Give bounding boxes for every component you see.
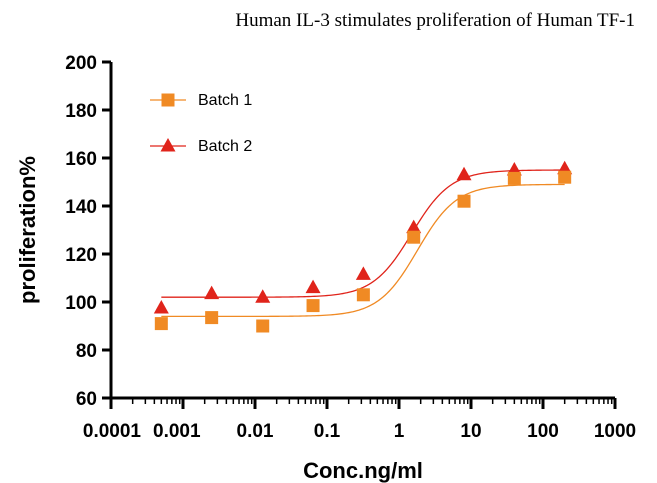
y-tick-label: 200 — [65, 53, 97, 74]
y-tick-label: 140 — [65, 197, 97, 218]
data-point-batch-1 — [507, 171, 521, 185]
x-tick-label: 0.01 — [237, 421, 274, 442]
legend: Batch 1 Batch 2 — [150, 92, 252, 155]
y-tick-label: 100 — [65, 293, 97, 314]
data-point-batch-1 — [407, 230, 421, 244]
data-point-batch-1 — [306, 299, 320, 313]
x-axis-title: Conc.ng/ml — [303, 458, 423, 483]
x-tick-label: 1 — [394, 421, 405, 442]
x-tick-label: 0.0001 — [83, 421, 142, 442]
legend-marker-batch-1 — [161, 93, 175, 107]
data-point-batch-1 — [356, 288, 370, 302]
chart-title: Human IL-3 stimulates proliferation of H… — [235, 10, 635, 31]
x-tick-label: 0.001 — [153, 421, 201, 442]
data-point-batch-2 — [153, 300, 169, 314]
y-tick-label: 120 — [65, 245, 97, 266]
legend-label: Batch 1 — [198, 92, 252, 109]
x-tick-label: 1000 — [594, 421, 636, 442]
data-point-batch-2 — [406, 219, 422, 234]
fit-curve-batch-1 — [161, 183, 565, 318]
data-point-batch-2 — [456, 166, 472, 181]
data-point-batch-2 — [255, 289, 271, 303]
data-point-batch-2 — [355, 266, 371, 280]
y-tick-label: 180 — [65, 101, 97, 122]
data-point-batch-1 — [457, 194, 471, 208]
data-points — [153, 160, 573, 333]
y-tick-label: 60 — [76, 389, 97, 410]
data-point-batch-2 — [204, 285, 220, 300]
data-point-batch-1 — [256, 319, 270, 333]
y-tick-label: 160 — [65, 149, 97, 170]
legend-label: Batch 2 — [198, 138, 252, 155]
legend-marker-batch-2 — [160, 138, 176, 152]
x-tick-label: 100 — [527, 421, 559, 442]
fit-curve-batch-2 — [161, 169, 565, 298]
data-point-batch-1 — [154, 317, 168, 331]
data-point-batch-2 — [305, 279, 321, 294]
axes: 60 80 100 120 140 160 180 200 0.0001 0.001 0.01 0.1… — [65, 53, 636, 442]
y-axis-title: proliferation% — [15, 156, 40, 304]
data-point-batch-1 — [205, 311, 219, 325]
data-point-batch-1 — [558, 170, 572, 184]
fit-curves — [161, 169, 565, 318]
x-tick-label: 10 — [460, 421, 481, 442]
y-tick-label: 80 — [76, 341, 97, 362]
x-tick-label: 0.1 — [314, 421, 341, 442]
